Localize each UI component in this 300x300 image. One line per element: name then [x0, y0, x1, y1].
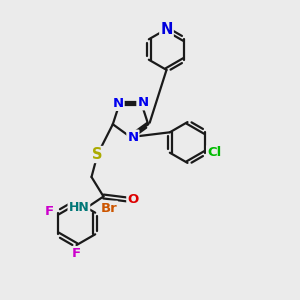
Text: S: S — [92, 147, 103, 162]
Text: F: F — [72, 247, 81, 260]
Text: N: N — [112, 97, 124, 110]
Text: N: N — [137, 96, 148, 110]
Text: Cl: Cl — [207, 146, 221, 159]
Text: O: O — [127, 193, 139, 206]
Text: HN: HN — [68, 201, 89, 214]
Text: N: N — [127, 130, 139, 144]
Text: N: N — [160, 22, 173, 37]
Text: Br: Br — [100, 202, 117, 215]
Text: F: F — [45, 205, 54, 218]
